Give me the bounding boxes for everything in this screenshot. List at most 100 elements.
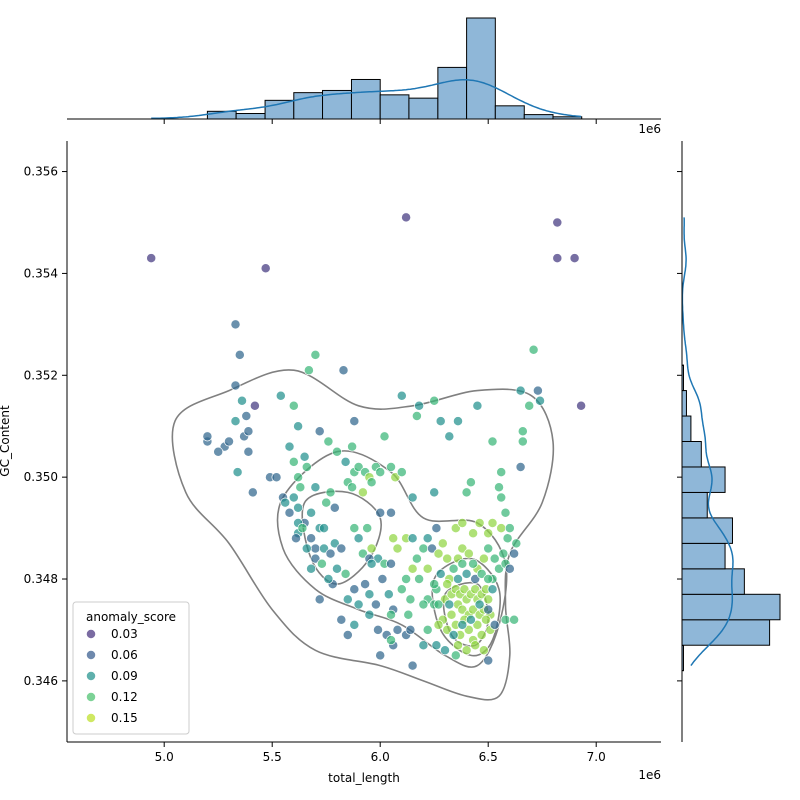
scatter-point (291, 533, 301, 544)
scatter-point (532, 385, 543, 396)
marginal-x-histogram (151, 17, 583, 120)
scatter-point (396, 467, 407, 478)
scatter-point (288, 400, 299, 411)
scatter-point (366, 543, 377, 554)
scatter-point (396, 584, 407, 595)
scatter-point (364, 609, 375, 620)
axes: 5.0 5.5 6.0 6.5 7.0 0.346 0.348 0.350 0.352 0.354… (24, 118, 683, 764)
scatter-point (470, 574, 481, 584)
scatter-point (442, 579, 453, 590)
scatter-point (448, 630, 459, 640)
scatter-point (483, 655, 494, 666)
scatter-point (474, 518, 485, 528)
legend-marker (86, 650, 96, 660)
scatter-point (407, 563, 418, 574)
scatter-point (470, 640, 481, 651)
y-hist-bar (681, 568, 745, 595)
scatter-point (414, 574, 425, 584)
y-hist-bar (681, 390, 687, 417)
y-axis-label: GC_Content (0, 405, 12, 477)
scatter-point (461, 645, 472, 656)
scatter-point (433, 548, 444, 559)
scatter-point (284, 507, 295, 518)
scatter-point (468, 558, 479, 569)
scatter-point (314, 426, 325, 437)
scatter-point (427, 543, 437, 554)
scatter-point (418, 543, 429, 554)
scatter-point (364, 589, 375, 600)
x-hist-bar (264, 99, 295, 120)
scatter-point (483, 528, 494, 539)
x-hist-bar (350, 78, 381, 120)
scatter-point (515, 385, 526, 396)
x-hist-bar (408, 97, 439, 120)
scatter-point (232, 467, 243, 478)
y-tick-label: 0.348 (24, 572, 58, 586)
kde-contour (276, 450, 508, 668)
scatter-point (306, 507, 317, 518)
scatter-point (500, 614, 511, 625)
scatter-point (293, 502, 304, 513)
scatter-point (353, 599, 364, 610)
legend: anomaly_score 0.03 0.06 0.09 0.12 0.15 (72, 601, 190, 735)
scatter-point (340, 568, 351, 579)
scatter-point (360, 579, 371, 590)
scatter-point (375, 650, 386, 661)
scatter-point (500, 507, 511, 518)
scatter-point (487, 584, 498, 595)
scatter-point (349, 416, 360, 427)
scatter-point (498, 548, 509, 559)
x-kde-curve (151, 79, 582, 120)
scatter-point (509, 614, 520, 625)
legend-marker (86, 629, 96, 639)
scatter-point (429, 395, 440, 406)
scatter-point (448, 563, 459, 574)
scatter-point (496, 523, 507, 534)
scatter-point (234, 349, 245, 360)
scatter-point (336, 614, 347, 625)
scatter-point (299, 451, 310, 462)
scatter-point (375, 467, 386, 478)
scatter-point (494, 482, 504, 493)
scatter-point (535, 395, 545, 406)
scatter-point (576, 400, 587, 411)
scatter-point (411, 411, 422, 421)
marginal-y-histogram (681, 217, 781, 672)
scatter-point (552, 217, 563, 228)
scatter-point (243, 446, 254, 457)
scatter-point (461, 568, 472, 579)
scatter-point (388, 533, 399, 544)
scatter-point (362, 523, 373, 534)
scatter-point (461, 487, 472, 498)
scatter-point (517, 436, 528, 447)
y-hist-bar (681, 466, 726, 493)
scatter-point (249, 400, 260, 411)
scatter-point (347, 441, 358, 452)
scatter-point (325, 487, 336, 498)
scatter-point (504, 563, 515, 574)
scatter-point (433, 599, 444, 610)
scatter-point (366, 477, 377, 488)
scatter-point (487, 436, 498, 447)
scatter-point (375, 507, 386, 518)
scatter-point (349, 619, 360, 630)
y-hist-bar (681, 517, 733, 544)
scatter-point (496, 467, 507, 478)
y-kde-curve (681, 217, 734, 667)
scatter-point (357, 487, 368, 498)
kde-contour (431, 557, 501, 657)
scatter-point (470, 584, 481, 595)
scatter-point (243, 426, 254, 437)
scatter-point (489, 553, 500, 564)
legend-entry-label: 0.06 (111, 648, 138, 662)
x-hist-bar (494, 105, 525, 120)
scatter-point (569, 253, 580, 264)
scatter-point (487, 518, 498, 528)
scatter-point (437, 538, 448, 549)
x-tick-label: 6.0 (371, 750, 390, 764)
x-tick-label: 5.0 (155, 750, 174, 764)
scatter-point (465, 477, 476, 488)
y-hist-bar (681, 491, 708, 519)
y-tick-label: 0.346 (24, 674, 58, 688)
scatter-point (407, 533, 418, 544)
